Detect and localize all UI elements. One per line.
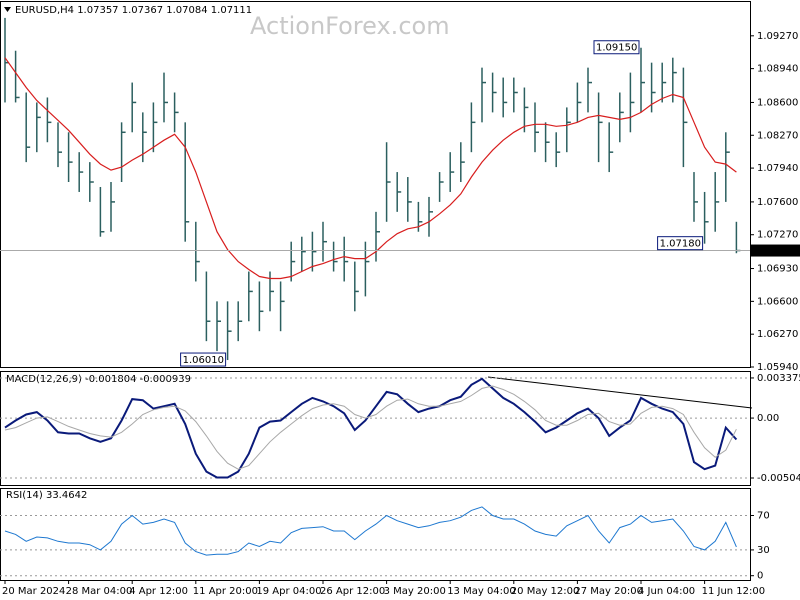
watermark: ActionForex.com <box>250 12 450 40</box>
annotation-label: 1.07180 <box>660 239 701 250</box>
chart-title: EURUSD,H4 1.07357 1.07367 1.07084 1.0711… <box>15 5 252 16</box>
macd-title: MACD(12,26,9) -0.001804 -0.000939 <box>6 374 191 385</box>
y-tick-label: 1.08940 <box>757 64 798 75</box>
annotation-label: 1.09150 <box>596 43 637 54</box>
y-tick-label: 1.07600 <box>757 197 798 208</box>
y-tick-label: 1.05940 <box>757 362 798 373</box>
y-tick-label: 1.08270 <box>757 130 798 141</box>
annotation-box <box>180 352 227 367</box>
x-tick-label: 4 Apr 12:00 <box>129 586 188 597</box>
y-tick-label: 1.09270 <box>757 31 798 42</box>
y-tick-label: 1.07270 <box>757 230 798 241</box>
trend-line <box>487 376 753 409</box>
y-tick-label: -0.00504 <box>757 473 800 484</box>
series-line <box>4 57 737 280</box>
last-price-box <box>751 244 800 257</box>
y-tick-label: 0.00 <box>757 413 779 424</box>
x-tick-label: 19 Apr 04:00 <box>256 586 321 597</box>
y-tick-label: 1.08600 <box>757 97 798 108</box>
x-tick-label: 20 May 12:00 <box>511 586 580 597</box>
series-line <box>4 506 737 556</box>
panel-frame <box>0 488 751 581</box>
x-tick-label: 28 Mar 04:00 <box>66 586 133 597</box>
panel-frame <box>0 371 751 486</box>
annotation-box <box>657 236 704 251</box>
x-tick-label: 11 Jun 12:00 <box>702 586 766 597</box>
y-tick-label: 1.07940 <box>757 163 798 174</box>
x-tick-label: 26 Apr 12:00 <box>320 586 385 597</box>
x-tick-label: 11 Apr 20:00 <box>193 586 258 597</box>
x-tick-label: 13 May 04:00 <box>447 586 516 597</box>
x-tick-label: 27 May 20:00 <box>574 586 643 597</box>
panel-frame <box>0 1 751 368</box>
x-tick-label: 4 Jun 04:00 <box>638 586 695 597</box>
y-tick-label: 30 <box>757 545 770 556</box>
x-tick-label: 20 Mar 2024 <box>2 586 65 597</box>
x-tick-label: 3 May 20:00 <box>384 586 446 597</box>
last-price-label: 1.07111 <box>754 246 795 257</box>
rsi-title: RSI(14) 33.4642 <box>6 490 87 501</box>
y-tick-label: 1.06930 <box>757 264 798 275</box>
series-line <box>4 385 737 470</box>
y-tick-label: 0.003375 <box>757 373 800 384</box>
y-tick-label: 0 <box>757 571 763 582</box>
menu-arrow[interactable] <box>4 7 11 12</box>
y-tick-label: 1.06600 <box>757 296 798 307</box>
y-tick-label: 70 <box>757 511 770 522</box>
series-line <box>4 377 738 479</box>
y-tick-label: 1.06270 <box>757 329 798 340</box>
annotation-box <box>593 40 640 55</box>
annotation-label: 1.06010 <box>183 355 224 366</box>
